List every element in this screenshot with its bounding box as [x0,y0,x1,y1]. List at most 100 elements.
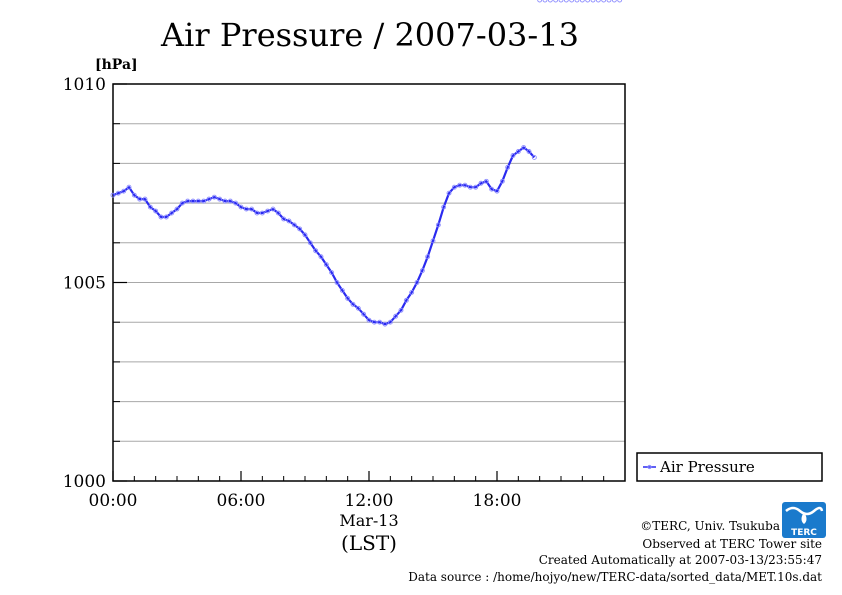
series-layer [110,0,623,327]
data-point [499,178,505,184]
data-point [190,198,196,204]
data-point [339,287,345,293]
data-point [553,0,559,3]
data-point [131,192,137,198]
data-point [201,198,207,204]
grid-lines [113,123,625,442]
data-point [489,186,495,192]
logo-wave-icon [785,506,824,516]
data-point [147,204,153,210]
credit-copyright: ©TERC, Univ. Tsukuba [640,519,780,533]
chart-title: Air Pressure / 2007-03-13 [160,16,579,54]
data-point [601,0,607,3]
data-point [281,216,287,222]
legend-label: Air Pressure [659,458,755,476]
terc-logo: TERC [782,502,826,538]
data-point [457,182,463,188]
data-point [222,198,228,204]
data-point [515,149,521,154]
data-point [371,319,377,325]
y-tick-label: 1000 [63,472,106,492]
data-point [617,0,623,3]
series-line [112,146,536,326]
data-point [195,198,201,204]
data-point [121,188,127,194]
x-tick-label: 18:00 [473,491,522,511]
data-point [243,206,249,212]
data-point [115,190,121,196]
data-point [259,210,265,216]
data-point [467,184,473,190]
data-point [542,0,548,3]
data-point [361,311,367,317]
data-point [595,0,601,3]
data-point [227,198,233,204]
y-axis-unit: [hPa] [95,57,138,73]
data-point [345,295,351,301]
data-point [521,145,527,150]
data-point [211,194,217,200]
credit-source: Data source : /home/hojyo/new/TERC-data/… [408,570,822,584]
data-point [307,240,313,246]
credit-created: Created Automatically at 2007-03-13/23:5… [538,553,822,567]
data-point [185,198,191,204]
data-point [585,0,591,3]
data-point [451,184,457,190]
x-axis-zone-label: (LST) [341,531,397,555]
data-point [350,301,356,307]
data-point [291,222,297,228]
data-point [286,218,292,224]
data-point [233,200,239,206]
data-point [510,153,516,158]
data-point [179,200,185,206]
data-point [366,317,372,323]
data-point [414,280,420,285]
data-point [153,208,159,214]
data-point [526,149,532,154]
logo-text: TERC [791,528,817,538]
data-point [377,319,383,325]
data-point [574,0,580,3]
data-point [435,222,441,228]
data-point [238,204,244,210]
data-point [297,226,303,232]
data-point [323,262,329,268]
data-point [393,313,399,319]
data-point [163,214,169,220]
data-point [537,0,543,3]
data-point [483,178,489,184]
data-point [606,0,612,3]
credit-observed: Observed at TERC Tower site [642,537,822,551]
x-tick-label: 12:00 [345,491,394,511]
data-point [531,154,537,160]
data-point [441,204,447,210]
legend-box [636,452,823,482]
data-point [419,268,425,274]
x-tick-label: 00:00 [89,491,138,511]
data-point [158,214,164,220]
data-point [409,289,415,295]
data-point [313,248,319,254]
data-point [270,206,276,212]
data-point [174,206,180,212]
data-point [206,196,212,202]
data-point [558,0,564,3]
data-point [478,180,484,186]
data-point [563,0,569,3]
x-axis-date-label: Mar-13 [339,511,398,530]
data-point [329,270,335,276]
data-point [494,188,500,194]
data-point [569,0,575,3]
legend-marker [647,464,652,470]
legend: Air Pressure [636,452,823,482]
data-point [318,254,324,260]
axis-ticks: 1000 1005 1010 00:00 06:00 12:00 18:00 [63,75,605,511]
data-point [611,0,617,3]
data-point [254,210,260,216]
data-point [590,0,596,3]
data-point [275,210,281,216]
y-tick-label: 1010 [63,75,106,95]
data-point [505,164,511,170]
data-point [110,192,116,198]
